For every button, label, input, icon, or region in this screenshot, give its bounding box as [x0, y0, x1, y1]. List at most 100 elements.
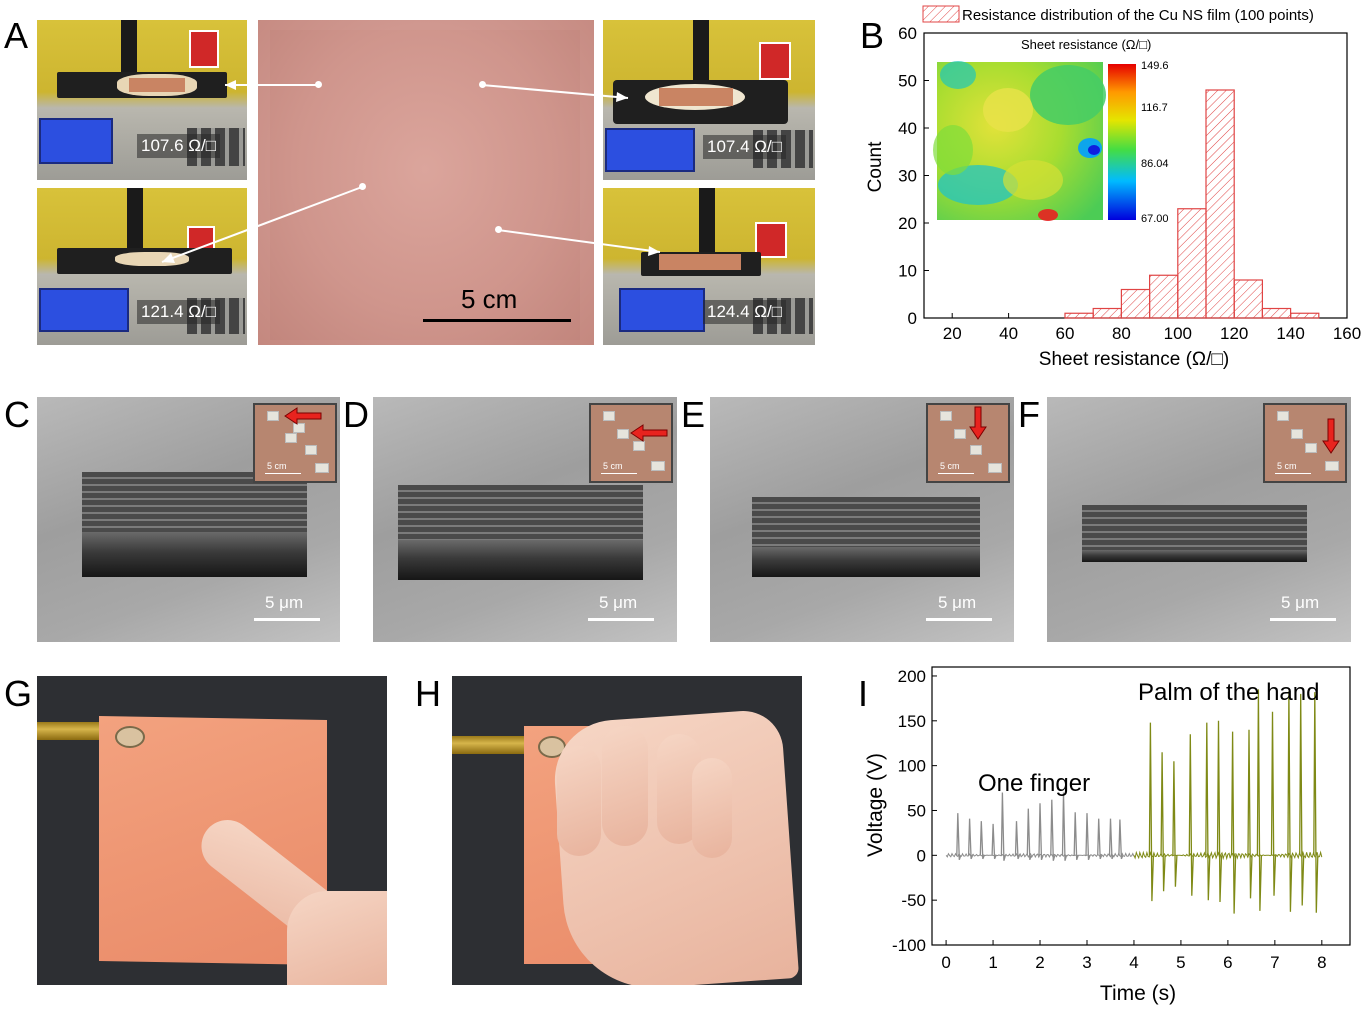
measurement-point-3	[359, 183, 366, 190]
voltage-spike	[967, 818, 974, 860]
annotation-palm: Palm of the hand	[1138, 679, 1319, 706]
x-tick-label: 80	[1112, 324, 1131, 343]
panel-label-e: E	[681, 394, 706, 435]
y-tick-label: 60	[898, 24, 917, 43]
voltage-spike	[1270, 711, 1277, 896]
voltage-spike	[1050, 799, 1056, 861]
reading-bottom-right: 124.4 Ω/□	[703, 300, 786, 324]
panel-label-i: I	[858, 673, 869, 714]
voltage-spike	[1118, 819, 1124, 860]
meter-photo-top-left: 107.6 Ω/□	[37, 20, 247, 180]
histogram-bar	[1120, 288, 1151, 319]
meter-photo-top-right: 107.4 Ω/□	[603, 20, 815, 180]
voltage-spike	[1172, 761, 1178, 887]
voltage-spike	[991, 823, 997, 860]
pointer-arrowhead-1	[225, 80, 236, 90]
sem-scale-label-d: 5 μm	[599, 593, 638, 612]
pointer-arrowhead-4	[648, 246, 660, 256]
y-axis-label: Count	[865, 141, 886, 192]
colorbar	[1108, 64, 1136, 220]
sem-scale-label-c: 5 μm	[265, 593, 304, 612]
voltage-spike	[1313, 692, 1319, 913]
measurement-pointers	[161, 80, 661, 263]
y-axis-label: Voltage (V)	[864, 753, 887, 857]
x-tick-label: 140	[1276, 324, 1304, 343]
histogram-bar	[1261, 307, 1292, 319]
x-tick-label: 100	[1164, 324, 1192, 343]
one-finger-photo	[37, 676, 387, 985]
voltage-spike	[1247, 729, 1253, 899]
y-tick-label: 150	[898, 712, 926, 731]
reading-top-right: 107.4 Ω/□	[703, 135, 786, 159]
voltage-spike	[956, 813, 962, 861]
panel-label-f: F	[1018, 394, 1040, 435]
sem-inset-c: 5 cm	[253, 403, 337, 483]
sem-image-f: 5 cm 5 μm	[1047, 397, 1351, 642]
x-tick-label: 7	[1270, 953, 1279, 972]
sem-image-d: 5 cm 5 μm	[373, 397, 677, 642]
annotation-one-finger: One finger	[978, 770, 1090, 797]
sheet-resistance-heatmap-inset: Sheet resistance (Ω/□) 149.6 116.7 86.04…	[933, 37, 1169, 225]
histogram-bar	[1205, 89, 1235, 319]
panel-label-g: G	[4, 673, 33, 714]
measurement-point-4	[495, 226, 502, 233]
y-tick-label: 200	[898, 667, 926, 686]
y-tick-label: 0	[908, 309, 917, 328]
x-tick-label: 3	[1082, 953, 1091, 972]
histogram-bar	[1064, 312, 1094, 319]
colorbar-tick-3: 86.04	[1141, 158, 1169, 170]
y-tick-label: 40	[898, 119, 917, 138]
sem-scale-bar-d	[588, 618, 654, 621]
panel-label-a: A	[4, 15, 29, 56]
red-arrow-icon	[630, 424, 668, 442]
voltage-spike	[1287, 691, 1293, 912]
voltage-spike	[1097, 818, 1103, 860]
x-tick-label: 40	[999, 324, 1018, 343]
x-tick-label: 8	[1317, 953, 1326, 972]
sem-inset-e: 5 cm	[926, 403, 1010, 483]
cu-ns-film-photo: 5 cm	[258, 20, 594, 345]
x-tick-label: 60	[1056, 324, 1075, 343]
panel-label-c: C	[4, 394, 30, 435]
panel-label-b: B	[860, 15, 885, 56]
voltage-spike	[1256, 689, 1263, 911]
voltage-spike	[1188, 734, 1194, 896]
histogram-bar	[1092, 307, 1122, 319]
sem-inset-d: 5 cm	[589, 403, 673, 483]
voltage-spike	[979, 821, 985, 860]
plot-frame	[931, 666, 1351, 946]
sem-scale-bar-f	[1270, 618, 1336, 621]
voltage-spike	[1299, 693, 1305, 906]
colorbar-tick-2: 116.7	[1141, 102, 1168, 114]
voltage-spike	[1160, 752, 1166, 892]
voltage-spike	[1108, 818, 1115, 860]
sem-image-c: 5 cm 5 μm	[37, 397, 340, 642]
y-tick-label: 50	[907, 801, 926, 820]
x-tick-label: 1	[988, 953, 997, 972]
sem-image-e: 5 cm 5 μm	[710, 397, 1014, 642]
pointer-line-3	[161, 186, 363, 263]
sem-inset-f: 5 cm	[1263, 403, 1347, 483]
voltage-spike	[1085, 813, 1091, 861]
x-tick-label: 20	[943, 324, 962, 343]
histogram-chart: 20 40 60 80 100 120 140 160 0 10 20 30 40 50 60 Resist…	[865, 5, 1361, 370]
histogram-bar	[1149, 274, 1179, 319]
y-tick-label: 100	[898, 757, 926, 776]
trace-baseline-palm	[1133, 850, 1323, 861]
x-tick-label: 5	[1176, 953, 1185, 972]
sem-scale-label-f: 5 μm	[1281, 593, 1320, 612]
x-tick-label: 2	[1035, 953, 1044, 972]
voltage-spike	[1014, 821, 1021, 860]
meter-photo-bottom-right: 124.4 Ω/□	[603, 188, 815, 345]
voltage-spike	[1205, 722, 1211, 901]
measurement-point-1	[315, 81, 322, 88]
pointer-arrowhead-3	[162, 253, 175, 263]
y-tick-label: 20	[898, 214, 917, 233]
x-tick-label: 120	[1220, 324, 1248, 343]
sem-scale-label-e: 5 μm	[938, 593, 977, 612]
voltage-spike	[1230, 731, 1237, 914]
x-tick-label: 4	[1129, 953, 1138, 972]
voltage-spike	[1148, 722, 1155, 902]
pointer-line-4	[497, 229, 661, 253]
